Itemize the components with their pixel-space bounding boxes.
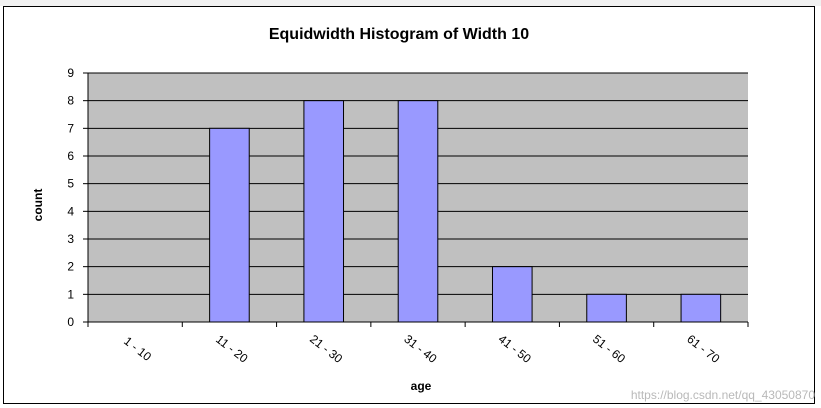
- y-tick-label: 2: [67, 260, 74, 274]
- chart-frame: Equidwidth Histogram of Width 10 count a…: [3, 6, 815, 404]
- x-tick-label: 1 - 10: [121, 334, 154, 364]
- y-axis-label: count: [31, 189, 45, 222]
- y-tick-label: 4: [67, 204, 74, 218]
- y-tick-label: 6: [67, 149, 74, 163]
- x-axis-label: age: [411, 379, 432, 393]
- x-tick-label: 41 - 50: [496, 332, 534, 366]
- bar: [209, 127, 250, 323]
- y-tick-label: 1: [67, 287, 74, 301]
- y-tick-label: 5: [67, 177, 74, 191]
- y-tick-label: 3: [67, 232, 74, 246]
- bar: [680, 293, 722, 323]
- x-tick-label: 61 - 70: [684, 332, 722, 366]
- bar: [491, 266, 533, 323]
- top-strip: [0, 0, 821, 6]
- y-tick-label: 9: [67, 66, 74, 80]
- chart-title: Equidwidth Histogram of Width 10: [269, 26, 529, 43]
- watermark-text: https://blog.csdn.net/qq_43050870: [630, 388, 815, 402]
- y-tick-label: 7: [67, 121, 74, 135]
- x-tick-label: 21 - 30: [307, 332, 345, 366]
- x-tick-label: 11 - 20: [213, 332, 251, 366]
- bar: [303, 100, 345, 323]
- histogram-chart: Equidwidth Histogram of Width 10 count a…: [31, 26, 749, 393]
- x-tick-label: 51 - 60: [590, 332, 628, 366]
- bar: [397, 100, 439, 323]
- y-tick-label: 8: [67, 94, 74, 108]
- x-tick-label: 31 - 40: [401, 332, 439, 366]
- y-tick-label: 0: [67, 315, 74, 329]
- bar: [586, 293, 627, 323]
